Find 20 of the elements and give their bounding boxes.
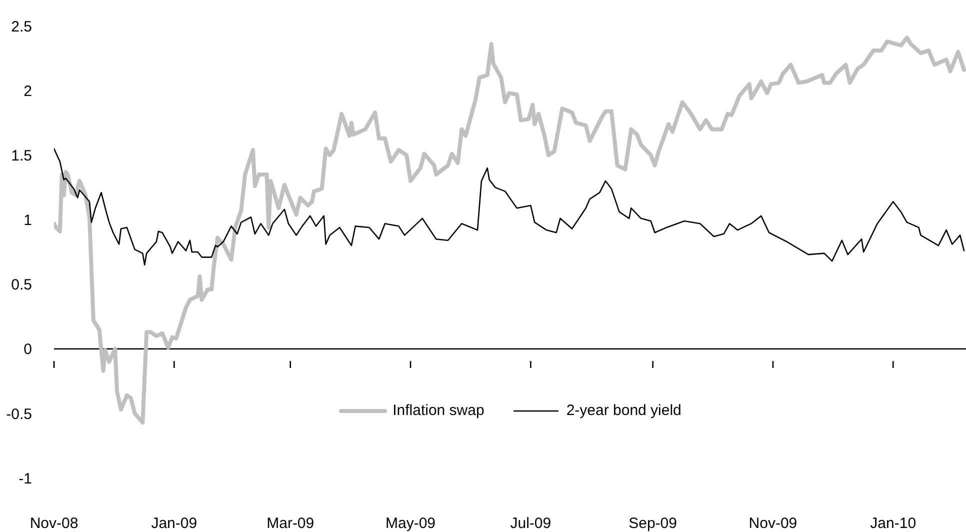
- x-tick-label: Mar-09: [266, 515, 314, 532]
- y-tick-label: 1.5: [11, 147, 32, 164]
- x-tick-label: Jan-10: [870, 515, 916, 532]
- legend-label: 2-year bond yield: [566, 402, 682, 419]
- y-tick-label: 0.5: [11, 276, 32, 294]
- legend-label: Inflation swap: [392, 402, 484, 419]
- x-tick-label: May-09: [386, 515, 436, 532]
- x-tick-label: Jul-09: [510, 515, 552, 532]
- y-tick-label: 0: [24, 341, 32, 358]
- y-tick-label: 2.5: [11, 18, 32, 36]
- y-tick-label: 1: [24, 212, 32, 230]
- line-series: [54, 148, 965, 266]
- x-tick-label: Jan-09: [151, 515, 198, 532]
- x-tick-label: Sep-09: [628, 515, 677, 532]
- x-tick-label: Nov-09: [748, 515, 798, 532]
- y-tick-label: -1: [18, 470, 32, 488]
- line-series: [54, 36, 966, 424]
- y-tick-label: -0.5: [6, 406, 32, 423]
- y-tick-label: 2: [24, 82, 32, 100]
- x-tick-label: Nov-08: [30, 515, 78, 532]
